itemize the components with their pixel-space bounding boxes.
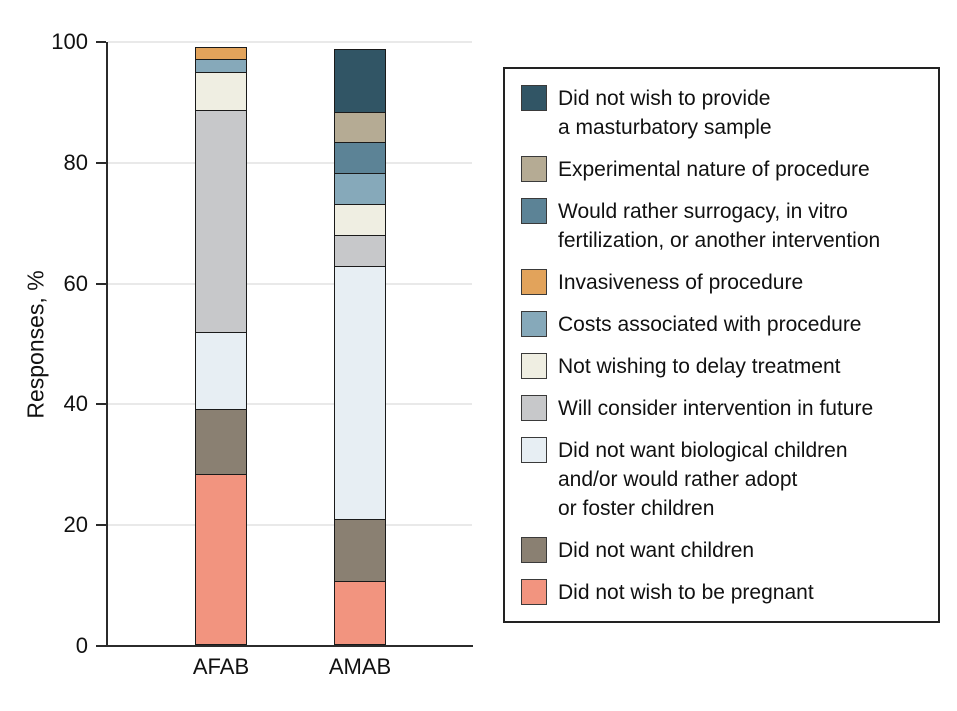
y-tick-label-80: 80 [63,149,88,175]
bar-segment [334,173,386,205]
bar-segment [334,234,386,267]
y-axis-line [106,42,108,647]
bar-segment [334,111,386,144]
bar-segment [334,518,386,583]
legend-color-swatch [521,579,547,605]
legend-item: Experimental nature of procedure [521,155,926,184]
bar-segment [195,474,247,645]
legend-color-swatch [521,311,547,337]
legend-color-swatch [521,198,547,224]
plot-area: 0 20 40 60 80 100 AFAB AMAB [51,29,473,679]
y-tick-label-20: 20 [63,512,88,538]
category-label-amab: AMAB [328,654,392,679]
legend-color-swatch [521,395,547,421]
legend-item: Did not wish to provide a masturbatory s… [521,84,926,142]
gridline-100 [108,41,472,43]
y-tick-label-40: 40 [63,391,88,417]
legend-color-swatch [521,85,547,111]
gridline-80 [108,161,472,164]
legend-label: Will consider intervention in future [558,397,874,420]
bar-segment [195,71,247,111]
bar-segment [195,59,247,73]
y-tick-80 [96,161,106,164]
legend-color-swatch [521,269,547,295]
legend-label: Did not wish to provide a masturbatory s… [558,87,772,139]
legend-item: Would rather surrogacy, in vitro fertili… [521,197,926,255]
legend-item: Did not want biological children and/or … [521,436,926,523]
bar-segment [334,142,386,175]
legend-color-swatch [521,353,547,379]
bar-afab [195,46,247,645]
y-tick-60 [96,282,106,285]
legend-item: Costs associated with procedure [521,310,926,339]
x-axis-line [106,645,473,647]
gridline-20 [108,524,472,527]
y-tick-label-100: 100 [51,29,88,54]
legend-label: Would rather surrogacy, in vitro fertili… [558,200,881,252]
y-tick-20 [96,524,106,527]
legend: Did not wish to provide a masturbatory s… [503,67,940,623]
legend-color-swatch [521,156,547,182]
legend-color-swatch [521,437,547,463]
gridline-60 [108,282,472,285]
y-tick-40 [96,403,106,406]
legend-item: Did not want children [521,536,926,565]
category-label-afab: AFAB [192,654,250,679]
bar-segment [195,109,247,334]
y-tick-0 [96,645,106,647]
legend-label: Did not wish to be pregnant [558,581,814,604]
legend-label: Not wishing to delay treatment [558,355,841,378]
bar-segment [334,581,386,645]
y-tick-label-0: 0 [75,633,88,658]
legend-item: Will consider intervention in future [521,394,926,423]
bar-amab [334,48,386,645]
legend-label: Did not want children [558,539,755,562]
bar-segment [195,409,247,476]
bar-segment [334,265,386,520]
legend-item: Not wishing to delay treatment [521,352,926,381]
legend-item: Did not wish to be pregnant [521,578,926,607]
legend-label: Experimental nature of procedure [558,158,870,181]
legend-item: Invasiveness of procedure [521,268,926,297]
gridline-40 [108,403,472,406]
bar-segment [334,203,386,236]
bar-segment [334,48,386,113]
legend-label: Invasiveness of procedure [558,271,804,294]
bar-segment [195,332,247,411]
legend-label: Did not want biological children and/or … [558,439,848,520]
y-tick-label-60: 60 [63,270,88,296]
bar-segment [195,46,247,61]
y-tick-100 [96,41,106,43]
legend-color-swatch [521,537,547,563]
legend-label: Costs associated with procedure [558,313,862,336]
